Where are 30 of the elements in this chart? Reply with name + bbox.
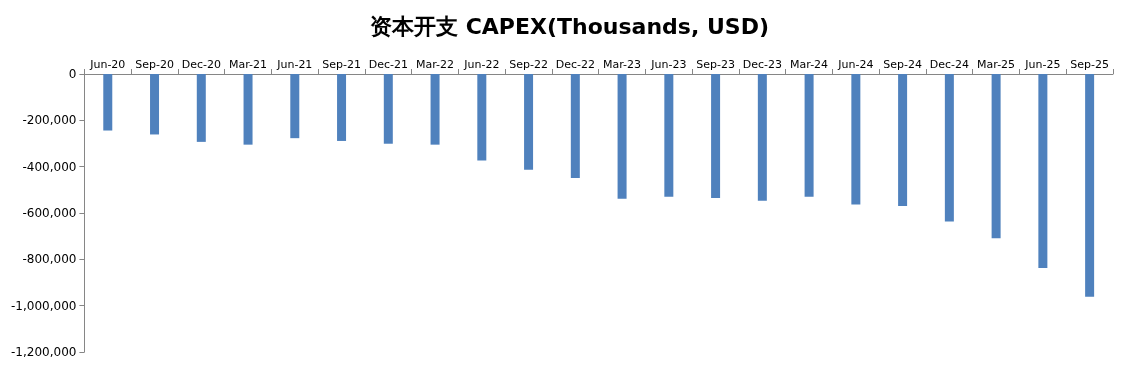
- x-tick-label: Jun-22: [463, 58, 500, 71]
- x-tick-label: Dec-22: [555, 58, 595, 71]
- x-tick-label: Mar-22: [416, 58, 455, 71]
- x-tick-label: Mar-24: [790, 58, 829, 71]
- x-tick-label: Mar-21: [229, 58, 268, 71]
- x-tick-label: Jun-21: [276, 58, 313, 71]
- y-tick-label: -200,000: [22, 113, 77, 128]
- x-tick-label: Mar-25: [977, 58, 1016, 71]
- x-tick-label: Sep-25: [1070, 58, 1109, 71]
- x-tick-label: Sep-22: [509, 58, 548, 71]
- y-tick-label: 0: [68, 67, 77, 81]
- x-tick-label: Dec-23: [742, 58, 782, 71]
- x-tick-label: Sep-21: [322, 58, 361, 71]
- y-tick-label: -600,000: [22, 206, 77, 220]
- x-tick-label: Jun-23: [650, 58, 687, 71]
- y-tick-label: -1,200,000: [11, 345, 77, 359]
- x-tick-label: Jun-24: [837, 58, 874, 71]
- x-tick-label: Dec-20: [181, 58, 221, 71]
- x-tick-label: Sep-23: [696, 58, 735, 71]
- x-tick-label: Mar-23: [603, 58, 642, 71]
- x-tick-label: Jun-20: [89, 58, 126, 71]
- x-tick-label: Jun-25: [1024, 58, 1061, 71]
- y-tick-label: -800,000: [22, 252, 77, 267]
- x-tick-label: Sep-20: [135, 58, 174, 71]
- x-tick-label: Dec-21: [368, 58, 408, 71]
- x-tick-label: Sep-24: [883, 58, 922, 71]
- y-tick-label: -1,000,000: [11, 298, 77, 313]
- y-tick-label: -400,000: [22, 159, 77, 174]
- chart-title: 资本开支 CAPEX(Thousands, USD): [370, 13, 769, 39]
- x-tick-label: Dec-24: [929, 58, 969, 71]
